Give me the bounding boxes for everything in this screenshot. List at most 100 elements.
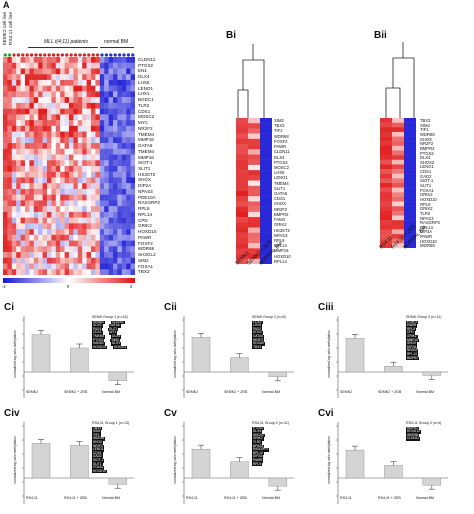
heatmap-a-cell <box>47 206 52 213</box>
heatmap-a-cell <box>130 171 135 178</box>
heatmap-a <box>3 57 135 275</box>
heatmap-a-cell <box>47 137 52 144</box>
heatmap-a-cell <box>38 97 43 104</box>
heatmap-a-cell <box>108 131 114 138</box>
heatmap-b-cell <box>236 201 248 207</box>
heatmap-a-cell <box>7 194 12 201</box>
heatmap-a-cell <box>33 223 39 230</box>
heatmap-a-cell <box>55 252 61 258</box>
heatmap-a-cell <box>77 114 83 121</box>
heatmap-a-cell <box>69 57 74 63</box>
heatmap-a-cell <box>3 211 8 218</box>
heatmap-a-cell <box>25 68 30 75</box>
heatmap-a-cell <box>130 229 135 236</box>
heatmap-a-cell <box>51 194 56 201</box>
gene-name: WDR68 <box>92 436 106 441</box>
y-axis-label: normalized log ratio methylation <box>327 330 331 378</box>
heatmap-a-cell <box>60 125 65 132</box>
heatmap-a-cell <box>20 269 26 275</box>
heatmap-a-cell <box>33 102 39 109</box>
bar <box>108 477 128 485</box>
heatmap-a-cell <box>3 252 8 258</box>
heatmap-a-cell <box>38 269 43 275</box>
bar <box>384 365 403 373</box>
heatmap-a-cell <box>20 125 26 132</box>
heatmap-a-cell <box>51 57 56 63</box>
heatmap-a-cell <box>3 234 8 241</box>
heatmap-a-cell <box>86 246 92 253</box>
heatmap-b-gene-label: NR2F2 <box>420 141 434 147</box>
heatmap-a-cell <box>108 229 114 236</box>
heatmap-a-cell <box>82 108 87 115</box>
heatmap-a-cell <box>113 131 118 138</box>
heatmap-a-cell <box>99 57 105 63</box>
heatmap-a-cell <box>104 257 109 264</box>
heatmap-b-gene-label: GATA6 <box>274 191 288 196</box>
heatmap-b-cell <box>236 144 248 150</box>
heatmap-a-cell <box>47 188 52 195</box>
heatmap-a-cell <box>73 183 78 190</box>
heatmap-a-cell <box>3 194 8 201</box>
heatmap-a-cell <box>86 114 92 121</box>
heatmap-a-cell <box>73 131 78 138</box>
heatmap-a-cell <box>42 183 48 190</box>
heatmap-a-cell <box>104 148 109 155</box>
heatmap-a-cell <box>33 188 39 195</box>
heatmap-a-cell <box>99 252 105 258</box>
heatmap-a-cell <box>121 62 127 69</box>
heatmap-a-cell <box>29 143 34 149</box>
heatmap-a-cell <box>95 74 100 81</box>
heatmap-a-cell <box>86 125 92 132</box>
heatmap-a-cell <box>77 74 83 81</box>
heatmap-a-cell <box>113 108 118 115</box>
heatmap-a-cell <box>38 240 43 247</box>
heatmap-a-cell <box>99 269 105 275</box>
heatmap-a-cell <box>20 171 26 178</box>
heatmap-a-cell <box>99 131 105 138</box>
heatmap-a-cell <box>20 200 26 207</box>
heatmap-a-cell <box>3 120 8 127</box>
heatmap-a-cell <box>11 91 17 98</box>
heatmap-a-cell <box>3 166 8 172</box>
heatmap-a-cell <box>51 97 56 104</box>
heatmap-a-cell <box>108 79 114 86</box>
heatmap-a-cell <box>7 229 12 236</box>
heatmap-a-cell <box>16 234 21 241</box>
heatmap-a-cell <box>11 194 17 201</box>
heatmap-a-cell <box>25 102 30 109</box>
heatmap-a-cell <box>55 257 61 264</box>
heatmap-b-cell <box>392 169 404 174</box>
heatmap-b-gene-label: TLR2 <box>420 210 431 216</box>
heatmap-b-gene-label: SIOT-1 <box>420 178 434 184</box>
heatmap-a-cell <box>55 211 61 218</box>
heatmap-a-cell <box>86 160 92 167</box>
heatmap-a-cell <box>99 154 105 161</box>
heatmap-a-cell <box>20 137 26 144</box>
heatmap-a-cell <box>77 171 83 178</box>
heatmap-a-cell <box>69 269 74 275</box>
heatmap-a-cell <box>55 200 61 207</box>
heatmap-a-cell <box>73 114 78 121</box>
heatmap-a-cell <box>126 183 131 190</box>
heatmap-a-cell <box>82 85 87 92</box>
heatmap-a-gene-label: NPAS3 <box>138 188 153 194</box>
heatmap-a-cell <box>42 79 48 86</box>
heatmap-b-gene-label: TBX3 <box>420 118 431 123</box>
gene-name: SEMA3 <box>92 319 105 325</box>
heatmap-a-cell <box>47 177 52 184</box>
heatmap-a-gene-label: GATA6 <box>138 143 153 149</box>
heatmap-b-gene-label: SIM2 <box>420 122 430 128</box>
heatmap-a-cell <box>11 257 17 264</box>
heatmap-b-cell <box>392 215 404 221</box>
heatmap-a-cell <box>47 102 52 109</box>
heatmap-a-cell <box>16 171 21 178</box>
y-axis-label: normalized log ratio methylation <box>13 330 17 378</box>
heatmap-a-cell <box>99 97 105 104</box>
heatmap-a-cell <box>69 137 74 144</box>
heatmap-a-cell <box>104 188 109 195</box>
heatmap-b-cell <box>380 173 392 179</box>
heatmap-a-cell <box>47 131 52 138</box>
sample-group-dot <box>82 53 86 57</box>
heatmap-a-cell <box>113 102 118 109</box>
heatmap-b-cell <box>380 220 392 225</box>
